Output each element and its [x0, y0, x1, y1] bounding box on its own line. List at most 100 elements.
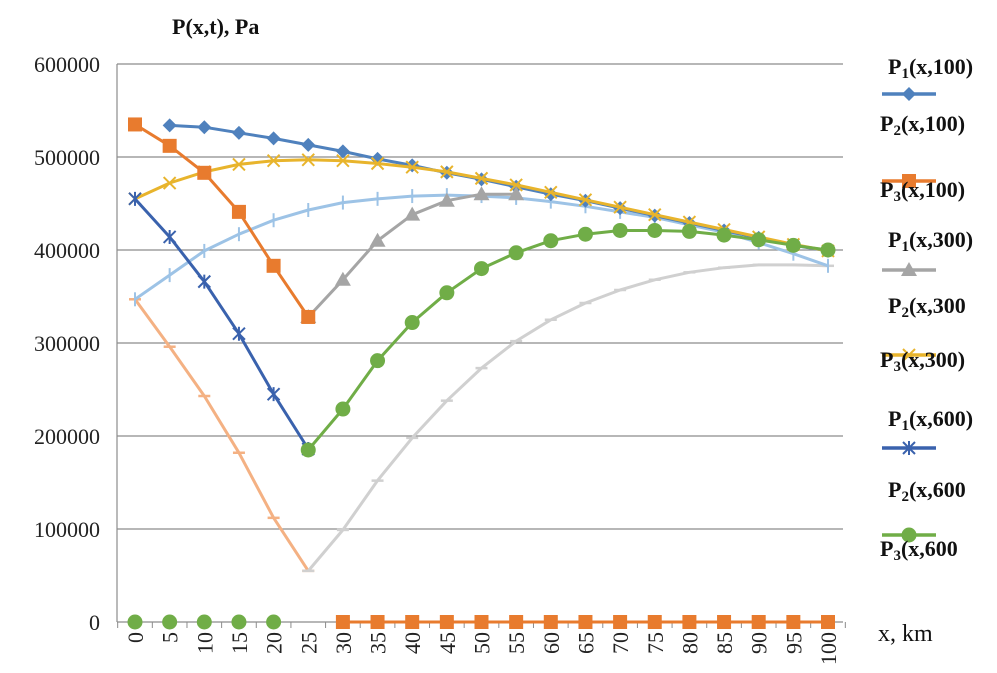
data-point: [647, 222, 663, 238]
legend-entry: P1(x,600): [882, 406, 973, 455]
data-point: [370, 156, 385, 171]
legend-entry: P1(x,100): [882, 54, 973, 101]
x-tick-label: 90: [747, 632, 772, 654]
data-point: [613, 200, 627, 214]
data-point: [301, 137, 316, 152]
x-tick-label: 60: [539, 632, 564, 654]
series-p4-x-600-: [129, 298, 315, 573]
data-point: [335, 144, 350, 159]
legend-label: P1(x,100): [888, 54, 973, 82]
x-axis-title: x, km: [878, 621, 933, 647]
data-point: [266, 131, 281, 146]
grid-lines: [116, 63, 846, 628]
data-point: [197, 120, 212, 135]
series-line: [307, 229, 829, 451]
data-point: [751, 615, 766, 629]
data-point: [405, 615, 420, 629]
data-point: [901, 262, 917, 276]
data-point: [820, 242, 836, 258]
data-point: [438, 192, 455, 207]
data-point: [439, 615, 454, 629]
data-point: [266, 154, 281, 168]
data-point: [162, 229, 177, 244]
x-tick-labels: 0 5 10 15 20 25 30 35 40 45 50 55 60 65 70 75 80 85 90 95 10…: [123, 632, 841, 665]
data-point: [162, 176, 177, 190]
data-point: [543, 615, 558, 629]
y-tick-label: 200000: [34, 424, 100, 449]
data-point: [300, 442, 316, 458]
data-point: [681, 223, 697, 239]
legend-label: P1(x,600): [888, 406, 973, 434]
x-tick-label: 15: [227, 632, 252, 654]
data-point: [647, 615, 662, 629]
data-point: [543, 233, 559, 249]
legend-entry: P2(x,100): [880, 111, 965, 188]
series-p5-x-600-: [302, 263, 834, 573]
data-point: [786, 615, 801, 629]
data-point: [128, 191, 142, 206]
data-point: [902, 174, 916, 188]
data-point: [334, 271, 351, 286]
legend-label: P3(x,300): [880, 347, 965, 375]
series-p1-x-300-: [300, 186, 525, 323]
data-point: [336, 154, 350, 168]
data-point: [266, 614, 282, 630]
data-point: [266, 258, 281, 273]
series-layer: [127, 117, 836, 630]
data-point: [231, 204, 246, 219]
data-point: [370, 353, 386, 369]
data-point: [405, 160, 419, 174]
data-point: [162, 118, 177, 133]
y-tick-label: 0: [89, 610, 100, 635]
data-point: [369, 232, 386, 247]
y-tick-label: 400000: [34, 238, 100, 263]
data-point: [197, 165, 212, 180]
x-tick-label: 95: [781, 632, 806, 654]
legend-entry: P3(x,600: [880, 536, 958, 564]
legend-label: P2(x,100): [880, 111, 965, 139]
series-p3-x-100-: [335, 615, 835, 629]
data-point: [785, 237, 801, 253]
data-point: [901, 527, 917, 543]
data-point: [509, 178, 523, 192]
series-p2-x-600-: [127, 614, 282, 630]
legend-label: P3(x,100): [880, 177, 965, 205]
series-line: [133, 197, 310, 450]
x-tick-label: 55: [504, 632, 529, 654]
data-point: [577, 226, 593, 242]
data-point: [474, 261, 489, 277]
data-point: [902, 348, 916, 362]
x-tick-label: 70: [608, 632, 633, 654]
data-point: [232, 326, 246, 341]
x-tick-label: 75: [643, 632, 668, 654]
data-point: [197, 274, 212, 289]
data-point: [578, 615, 593, 629]
legend: P1(x,100) P2(x,100) P3(x,100) P1(x,300) P2(x…: [880, 54, 973, 564]
data-point: [717, 615, 732, 629]
legend-entry: P2(x,600: [882, 477, 966, 543]
series-line: [133, 298, 310, 572]
series-p2-x-100-: [128, 117, 316, 324]
x-tick-label: 25: [296, 632, 321, 654]
data-point: [508, 245, 524, 261]
legend-entry: P3(x,100): [880, 177, 965, 205]
data-point: [474, 171, 489, 186]
data-point: [162, 138, 177, 153]
data-point: [335, 615, 350, 629]
data-point: [544, 185, 558, 200]
x-tick-label: 40: [400, 632, 425, 654]
data-point: [751, 232, 767, 248]
data-point: [196, 614, 212, 630]
data-point: [508, 186, 525, 201]
x-tick-label: 0: [123, 632, 148, 643]
y-axis-title: P(x,t), Pa: [172, 14, 259, 39]
data-point: [440, 165, 454, 179]
data-point: [682, 615, 697, 629]
legend-entry: P1(x,300): [882, 227, 973, 276]
x-tick-label: 80: [677, 632, 702, 654]
data-point: [578, 193, 593, 207]
data-point: [648, 207, 662, 222]
data-point: [902, 441, 916, 455]
y-tick-label: 100000: [34, 517, 100, 542]
data-point: [128, 117, 142, 132]
